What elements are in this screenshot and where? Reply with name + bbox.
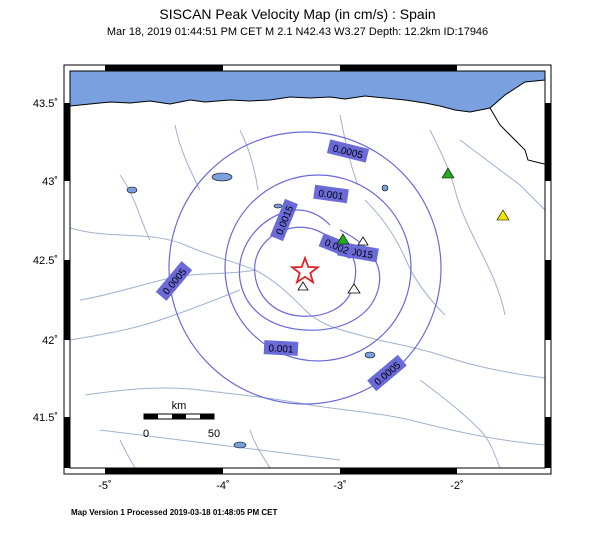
map-frame — [63, 64, 552, 475]
x-axis-labels: -5˚ -4˚ -3˚ -2˚ — [98, 480, 463, 492]
map-version-footer: Map Version 1 Processed 2019-03-18 01:48… — [71, 508, 278, 517]
map-title: SISCAN Peak Velocity Map (in cm/s) : Spa… — [159, 6, 436, 22]
event-info: Mar 18, 2019 01:44:51 PM CET M 2.1 N42.4… — [106, 26, 489, 38]
scale-unit: km — [172, 400, 187, 412]
map-area: 0.0005 0.0005 0.0005 0.001 0.001 0.0015 … — [70, 71, 545, 468]
rivers — [70, 114, 545, 468]
contour-0.0005 — [168, 131, 442, 405]
triangle-white-icon[interactable] — [297, 281, 309, 291]
scale-start: 0 — [143, 428, 149, 440]
land-background — [70, 71, 545, 468]
y-axis-labels: 43.5˚ 43˚ 42.5˚ 42˚ 41.5˚ — [33, 98, 58, 424]
x-tick-label: -2˚ — [450, 480, 463, 492]
y-tick-label: 43.5˚ — [33, 98, 58, 110]
contour-0.001 — [224, 174, 412, 362]
sea-area — [70, 71, 545, 113]
y-tick-label: 43˚ — [42, 176, 58, 188]
x-tick-label: -5˚ — [98, 480, 111, 492]
reservoirs — [126, 172, 389, 449]
svg-text:0.001: 0.001 — [268, 343, 294, 355]
y-tick-label: 42˚ — [42, 335, 58, 347]
contour-label-mid-top: 0.001 — [313, 184, 349, 204]
star-icon[interactable] — [289, 255, 321, 285]
x-tick-label: -4˚ — [216, 480, 229, 492]
contour-0.002 — [254, 226, 357, 317]
triangle-yellow-icon[interactable] — [496, 209, 510, 221]
scale-bar: km 0 50 — [143, 400, 220, 440]
border-line — [489, 107, 545, 165]
triangle-white-icon[interactable] — [357, 236, 369, 246]
contour-label-mid-bottom: 0.001 — [263, 340, 299, 356]
triangle-green-icon[interactable] — [441, 167, 455, 179]
svg-text:0.001: 0.001 — [318, 188, 345, 202]
x-tick-label: -3˚ — [333, 480, 346, 492]
triangle-white-icon[interactable] — [347, 283, 361, 294]
y-tick-label: 41.5˚ — [33, 412, 58, 424]
y-tick-label: 42.5˚ — [33, 255, 58, 267]
scale-end: 50 — [208, 428, 220, 440]
triangle-green-icon[interactable] — [336, 233, 350, 245]
contour-lines — [168, 131, 442, 405]
